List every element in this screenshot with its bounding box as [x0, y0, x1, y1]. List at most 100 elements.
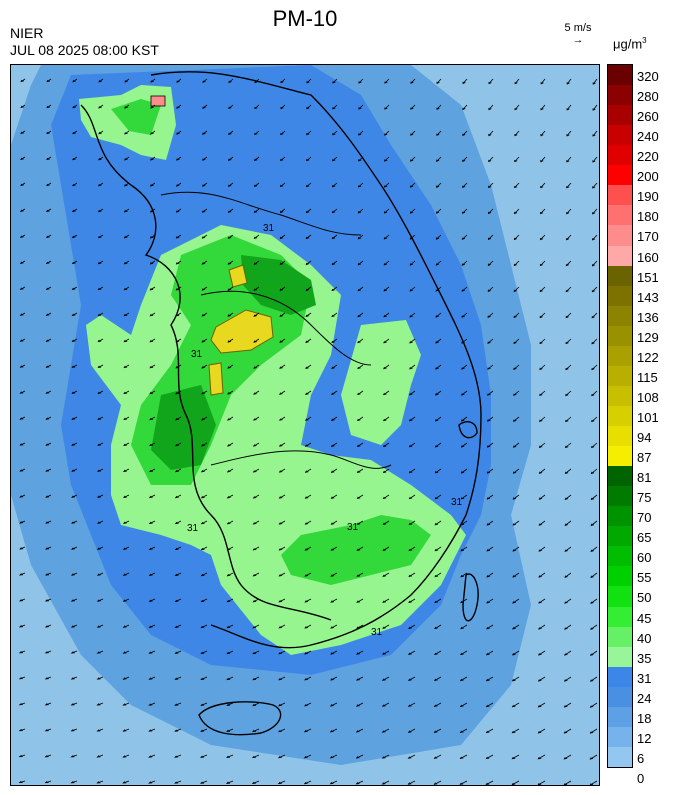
- wind-arrowhead: [45, 287, 50, 290]
- wind-arrowhead: [487, 367, 491, 370]
- wind-arrowhead: [358, 107, 362, 110]
- wind-arrowhead: [148, 651, 153, 654]
- wind-arrowhead: [122, 625, 127, 628]
- wind-arrow: [539, 312, 546, 318]
- wind-arrowhead: [409, 315, 413, 318]
- yellow-zone-2: [210, 309, 274, 354]
- wind-arrow: [591, 364, 598, 370]
- wind-arrowhead: [175, 366, 179, 369]
- wind-arrow: [436, 130, 442, 136]
- wind-arrowhead: [45, 495, 50, 498]
- wind-arrowhead: [590, 471, 595, 475]
- wind-arrowhead: [200, 625, 205, 629]
- wind-arrowhead: [175, 288, 180, 291]
- wind-arrowhead: [382, 600, 386, 603]
- wind-arrowhead: [539, 341, 543, 345]
- wind-arrow: [514, 234, 520, 240]
- wind-arrowhead: [200, 521, 205, 525]
- wind-arrowhead: [19, 287, 24, 290]
- wind-arrowhead: [97, 313, 102, 317]
- wind-arrowhead: [123, 262, 128, 265]
- wind-arrowhead: [44, 729, 49, 732]
- wind-arrowhead: [383, 418, 387, 422]
- wind-arrowhead: [251, 755, 256, 759]
- wind-arrowhead: [44, 599, 49, 602]
- wind-arrowhead: [382, 626, 386, 629]
- wind-arrowhead: [149, 288, 154, 291]
- wind-arrowhead: [383, 263, 387, 266]
- wind-arrowhead: [150, 106, 154, 109]
- wind-arrow: [539, 364, 546, 370]
- wind-arrowhead: [540, 211, 544, 215]
- wind-arrowhead: [488, 107, 492, 111]
- wind-arrow: [540, 182, 546, 188]
- wind-arrowhead: [356, 496, 361, 499]
- wind-arrowhead: [410, 133, 414, 136]
- wind-arrowhead: [124, 106, 128, 109]
- wind-arrowhead: [201, 418, 205, 421]
- wind-arrowhead: [45, 547, 50, 550]
- wind-arrowhead: [513, 393, 517, 396]
- wind-arrowhead: [304, 470, 309, 473]
- wind-arrow: [461, 390, 468, 396]
- wind-arrow: [591, 442, 598, 448]
- wind-arrowhead: [226, 651, 231, 655]
- wind-arrowhead: [278, 496, 283, 499]
- wind-arrowhead: [512, 627, 516, 630]
- map-canvas: 31 31 31 31 31 31: [11, 65, 598, 785]
- wind-arrowhead: [200, 729, 205, 732]
- wind-arrowhead: [460, 549, 464, 552]
- wind-arrowhead: [279, 184, 284, 188]
- wind-arrowhead: [97, 417, 102, 421]
- wind-arrow: [487, 312, 494, 318]
- wind-arrowhead: [435, 393, 439, 396]
- legend-label: 12: [637, 730, 652, 746]
- wind-arrow: [540, 156, 546, 163]
- wind-arrow: [590, 546, 598, 552]
- wind-arrowhead: [279, 262, 284, 266]
- wind-arrowhead: [44, 625, 49, 628]
- wind-arrow: [435, 260, 442, 266]
- wind-arrowhead: [487, 263, 491, 266]
- wind-arrowhead: [278, 444, 283, 447]
- wind-arrowhead: [201, 366, 205, 369]
- wind-arrowhead: [511, 782, 516, 785]
- wind-arrowhead: [512, 601, 516, 604]
- wind-arrowhead: [592, 134, 596, 137]
- legend-label: 70: [637, 510, 652, 526]
- wind-arrow: [487, 442, 494, 448]
- green-zone-dark-north: [241, 255, 316, 315]
- wind-arrowhead: [357, 314, 361, 318]
- wind-arrowhead: [381, 782, 386, 785]
- wind-arrowhead: [383, 366, 387, 370]
- legend-label: 31: [637, 670, 652, 686]
- wind-arrowhead: [383, 315, 387, 318]
- wind-arrowhead: [513, 419, 517, 422]
- wind-arrowhead: [176, 132, 180, 135]
- wind-arrowhead: [461, 393, 465, 396]
- wind-arrowhead: [278, 522, 283, 525]
- wind-arrowhead: [407, 652, 412, 655]
- contour-label: 31: [187, 523, 199, 534]
- legend-label: 115: [637, 369, 658, 385]
- wind-arrowhead: [279, 236, 284, 240]
- wind-arrowhead: [70, 677, 75, 680]
- wind-arrowhead: [226, 548, 231, 551]
- wind-arrowhead: [251, 729, 256, 733]
- wind-arrowhead: [122, 781, 127, 784]
- wind-arrow: [461, 260, 468, 266]
- wind-arrowhead: [252, 703, 256, 707]
- wind-arrow: [512, 650, 520, 656]
- wind-arrowhead: [461, 367, 465, 370]
- wind-arrowhead: [486, 497, 491, 500]
- wind-arrowhead: [356, 600, 360, 603]
- wind-arrowhead: [148, 495, 153, 499]
- wind-arrowhead: [18, 677, 23, 680]
- wind-arrow: [409, 260, 416, 266]
- wind-arrow: [566, 208, 572, 215]
- wind-arrow: [564, 546, 572, 552]
- green-zone-east: [341, 320, 421, 445]
- wind-arrowhead: [150, 80, 154, 83]
- wind-arrowhead: [278, 600, 283, 603]
- wind-arrow: [565, 494, 572, 500]
